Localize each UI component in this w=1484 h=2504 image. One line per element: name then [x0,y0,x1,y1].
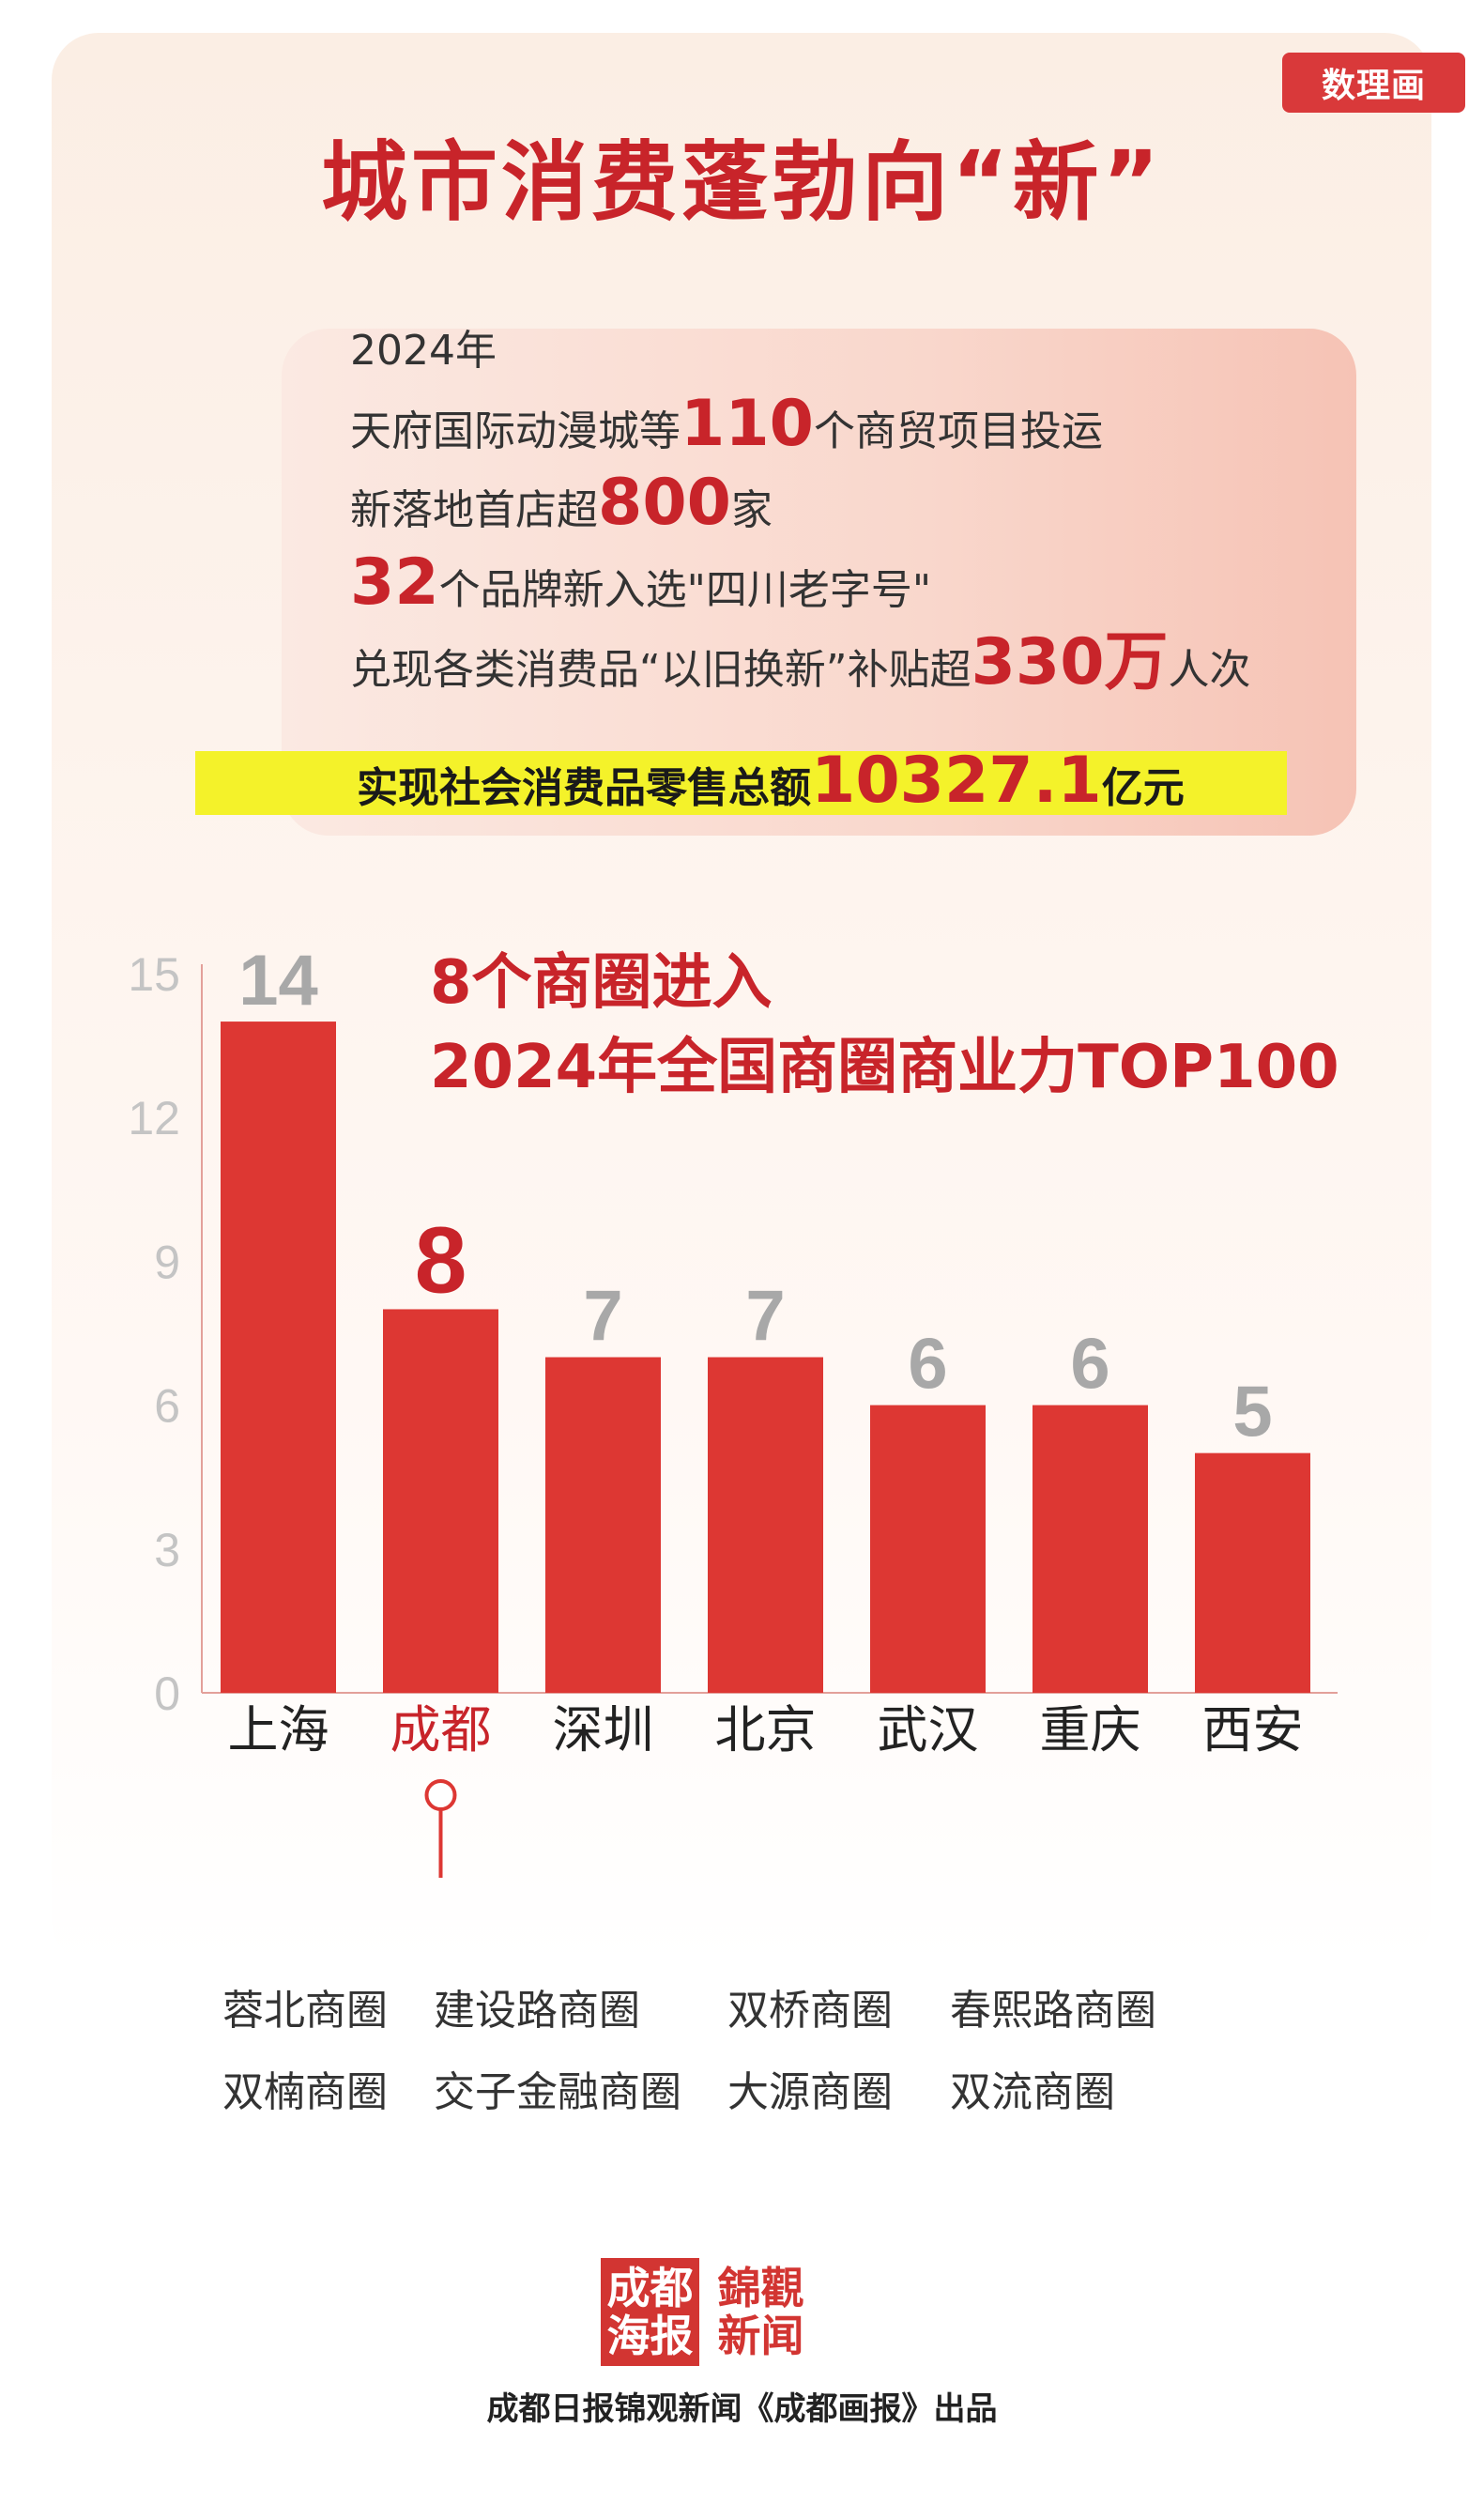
stat-year: 2024年 [350,327,497,375]
highlight-band [195,751,1287,815]
category-label: 重庆 [1040,1700,1141,1759]
stat-number: 10327.1 [811,744,1102,818]
district-label: 大源商圈 [727,2068,893,2116]
bar-value-label: 7 [583,1277,622,1357]
bar-3 [708,1357,823,1693]
bar-value-label: 7 [745,1277,785,1357]
brand-badge: 数理画 [1282,53,1465,113]
stat-text: 亿元 [1101,764,1185,812]
chengdu-haibao-logo: 成都 海报 [601,2258,699,2366]
page-title: 城市消费蓬勃向“新” [321,132,1163,233]
bar-6 [1195,1452,1310,1693]
stat-number: 330万 [971,625,1169,699]
y-tick-label: 6 [154,1380,180,1433]
category-label: 北京 [715,1700,817,1759]
logo-text: 新闻 [717,2310,804,2361]
district-label: 双流商圈 [950,2068,1115,2116]
bar-1 [383,1309,498,1693]
highlight-marker-icon [424,1779,457,1811]
stat-line-projects: 天府国际动漫城等110个商贸项目投运 [350,392,1103,456]
stat-line-first-stores: 新落地首店超800家 [350,471,773,535]
district-label: 双楠商圈 [222,2068,388,2116]
district-label: 蓉北商圈 [222,1987,388,2035]
stat-text: 新落地首店超 [350,486,598,534]
logo-text: 海报 [606,2310,694,2361]
jinguan-news-logo: 錦觀 新闻 [711,2258,810,2366]
bar-value-label: 6 [1070,1325,1109,1405]
bar-5 [1033,1405,1148,1693]
y-tick-label: 12 [128,1092,180,1144]
district-label: 双桥商圈 [727,1987,893,2035]
y-tick-label: 0 [154,1667,180,1720]
district-label: 交子金融商圈 [434,2068,681,2116]
stat-line-subsidy: 兑现各类消费品“以旧换新”补贴超330万人次 [350,631,1251,695]
category-label: 武汉 [878,1700,979,1759]
bar-chart: 0 3 6 9 12 15 14 上海 8 成都 7 深圳 7 北京 6 武汉 6 重庆 5 西安 [128,941,1338,1878]
category-label: 西安 [1202,1700,1304,1759]
bar-2 [545,1357,661,1693]
logo-text: 成都 [606,2262,694,2313]
bar-value-label: 8 [415,1207,467,1313]
stat-number: 800 [598,466,731,540]
district-label: 建设路商圈 [434,1987,640,2035]
credit-line: 成都日报锦观新闻《成都画报》出品 [486,2390,998,2428]
stat-line-total-retail: 实现社会消费品零售总额10327.1亿元 [357,744,1185,818]
bar-value-label: 6 [908,1325,947,1405]
category-label: 成都 [390,1700,492,1759]
bar-4 [870,1405,986,1693]
bar-value-label: 14 [238,941,318,1021]
bar-0 [221,1022,336,1693]
chart-subtitle-2: 2024年全国商圈商业力TOP100 [430,1033,1339,1102]
stat-text: 个品牌新入选"四川老字号" [438,566,932,614]
district-label: 春熙路商圈 [950,1987,1156,2035]
stat-text: 兑现各类消费品“以旧换新”补贴超 [350,646,971,694]
stat-text: 实现社会消费品零售总额 [357,764,811,812]
stat-number: 110 [681,387,814,461]
category-label: 上海 [228,1700,329,1759]
stat-text: 人次 [1168,646,1251,694]
stat-line-brands: 32个品牌新入选"四川老字号" [350,551,931,615]
y-tick-label: 15 [128,948,180,1001]
chart-subtitle-1: 8个商圈进入 [430,948,773,1018]
stat-number: 32 [350,545,439,620]
bar-value-label: 5 [1232,1373,1272,1452]
y-tick-label: 9 [154,1236,180,1288]
stat-text: 个商贸项目投运 [813,407,1103,455]
y-tick-label: 3 [154,1524,180,1576]
logo-text: 錦觀 [717,2262,804,2313]
stat-text: 家 [730,486,773,534]
stat-text: 天府国际动漫城等 [350,407,681,455]
category-label: 深圳 [553,1700,654,1759]
